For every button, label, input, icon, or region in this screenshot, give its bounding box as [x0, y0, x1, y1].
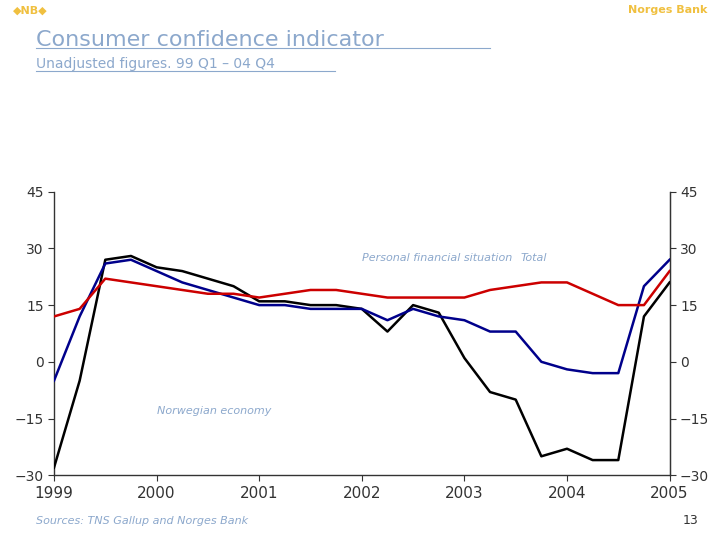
- Text: Total: Total: [521, 253, 547, 263]
- Text: 13: 13: [683, 514, 698, 526]
- Text: Norges Bank: Norges Bank: [628, 5, 707, 15]
- Text: Consumer confidence indicator: Consumer confidence indicator: [36, 30, 384, 50]
- Text: ◆NB◆: ◆NB◆: [13, 5, 48, 15]
- Text: Unadjusted figures. 99 Q1 – 04 Q4: Unadjusted figures. 99 Q1 – 04 Q4: [36, 57, 275, 71]
- Text: Sources: TNS Gallup and Norges Bank: Sources: TNS Gallup and Norges Bank: [36, 516, 248, 526]
- Text: Personal financial situation: Personal financial situation: [362, 253, 512, 263]
- Text: Norwegian economy: Norwegian economy: [157, 406, 271, 416]
